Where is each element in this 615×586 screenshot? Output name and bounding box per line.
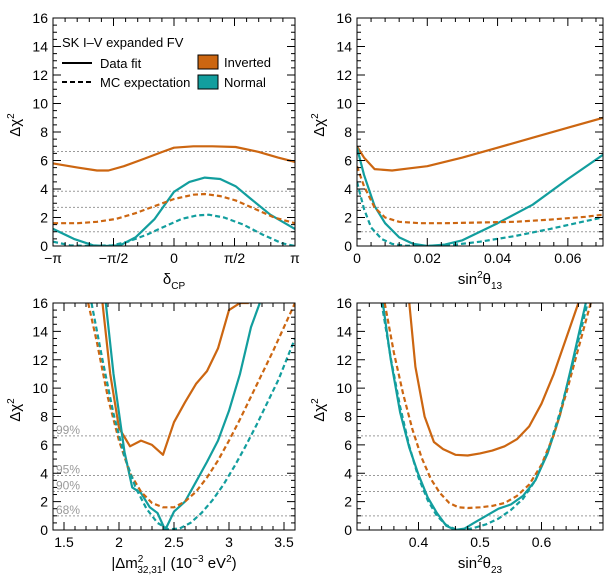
y-tick-label: 16 [336,295,352,311]
y-axis-title: Δχ2 [310,113,328,137]
panel-dm2: 68% 90% 95% 99% 0 2 4 6 8 10 12 14 16 1.5 2 2.5 3 3.5 Δχ2 |… [6,295,296,576]
y-tick-label: 8 [344,409,352,425]
legend-mc-expectation: MC expectation [100,75,190,90]
cl-label-99%: 99% [56,423,80,437]
y-tick-label: 12 [32,352,48,368]
panel-dcp: 0 2 4 6 8 10 12 14 16 −π −π/2 0 π/2 π Δχ2 δCP [6,10,300,292]
y-tick-label: 8 [40,124,48,140]
x-axis-title: sin2θ13 [458,270,503,292]
legend-normal-swatch [197,74,219,90]
y-tick-label: 10 [32,380,48,396]
y-tick-label: 16 [336,10,352,26]
cl-label-68%: 68% [56,503,80,517]
series-group [357,116,603,246]
y-tick-label: 0 [40,238,48,254]
y-tick-label: 6 [40,153,48,169]
series-normal-mc [380,303,589,530]
series-inverted-mc [87,303,295,509]
x-axis-title: δCP [163,271,186,292]
y-tick-label: 0 [40,522,48,538]
legend-inverted: Inverted [224,55,271,70]
series-inverted-data [101,303,249,456]
x-axis-title: sin2θ23 [458,554,503,576]
series-inverted-data [53,145,295,172]
series-normal-mc [357,181,603,246]
plot-frame [356,17,604,247]
x-tick-label: 0.06 [554,250,581,266]
plot-frame [52,302,296,531]
y-tick-label: 2 [344,210,352,226]
series-group [87,303,295,530]
legend-normal: Normal [224,75,266,90]
x-tick-label: −π/2 [99,250,129,266]
y-tick-label: 16 [32,10,48,26]
y-tick-label: 14 [336,39,352,55]
y-tick-label: 16 [32,295,48,311]
series-inverted-mc [53,192,295,225]
y-tick-label: 2 [344,494,352,510]
series-group [380,303,592,530]
y-tick-label: 14 [32,39,48,55]
y-tick-label: 4 [344,465,352,481]
x-tick-label: 0 [170,250,178,266]
cl-label-90%: 90% [56,479,80,493]
y-tick-label: 2 [40,494,48,510]
legend: SK I–V expanded FV Data fit MC expectati… [62,35,271,90]
series-inverted-data [408,303,580,457]
y-tick-label: 8 [40,409,48,425]
y-axis-title: Δχ2 [6,113,24,137]
y-tick-label: 12 [32,67,48,83]
x-tick-label: π [290,250,300,266]
y-tick-label: 10 [336,96,352,112]
y-tick-label: 12 [336,352,352,368]
x-tick-label: 0.6 [532,534,552,550]
panel-s23: 0 2 4 6 8 10 12 14 16 0.4 0.5 0.6 Δχ2 sin2θ23 [310,295,604,576]
series-normal-data [104,303,261,530]
series-normal-mc [90,303,295,530]
plot-frame [52,17,296,247]
series-inverted-mc [383,303,592,510]
legend-data-fit: Data fit [100,56,142,71]
x-tick-label: 3 [225,534,233,550]
panel-s13: 0 2 4 6 8 10 12 14 16 0 0.02 0.04 0.06 Δχ2 sin2θ13 [310,10,604,292]
y-tick-label: 10 [32,96,48,112]
y-tick-label: 6 [344,153,352,169]
cl-label-95%: 95% [56,463,80,477]
x-tick-label: 0 [353,250,361,266]
y-tick-label: 8 [344,124,352,140]
y-tick-label: 14 [32,323,48,339]
y-tick-label: 0 [344,238,352,254]
y-axis-title: Δχ2 [6,398,24,422]
legend-title: SK I–V expanded FV [62,35,184,50]
x-tick-label: π/2 [224,250,246,266]
y-tick-label: 4 [344,181,352,197]
y-axis-title: Δχ2 [310,398,328,422]
y-tick-label: 10 [336,380,352,396]
x-tick-label: 1.5 [54,534,74,550]
series-normal-data [53,176,295,246]
x-tick-label: 3.5 [274,534,294,550]
x-tick-label: −π [44,250,62,266]
y-tick-label: 2 [40,210,48,226]
y-tick-label: 4 [40,465,48,481]
series-group [53,145,295,246]
x-axis-title: |Δm2 32,31| (10−3 eV2) [111,554,236,576]
x-tick-label: 0.02 [414,250,441,266]
y-tick-label: 6 [40,437,48,453]
x-tick-label: 2 [115,534,123,550]
y-tick-label: 4 [40,181,48,197]
y-tick-label: 6 [344,437,352,453]
legend-inverted-swatch [197,54,219,70]
y-tick-label: 14 [336,323,352,339]
x-tick-label: 0.5 [470,534,490,550]
y-tick-label: 0 [344,522,352,538]
series-inverted-mc [357,165,603,225]
x-tick-label: 0.04 [484,250,511,266]
x-tick-label: 0.4 [409,534,429,550]
y-tick-label: 12 [336,67,352,83]
series-inverted-data [357,116,603,172]
x-tick-label: 2.5 [164,534,184,550]
